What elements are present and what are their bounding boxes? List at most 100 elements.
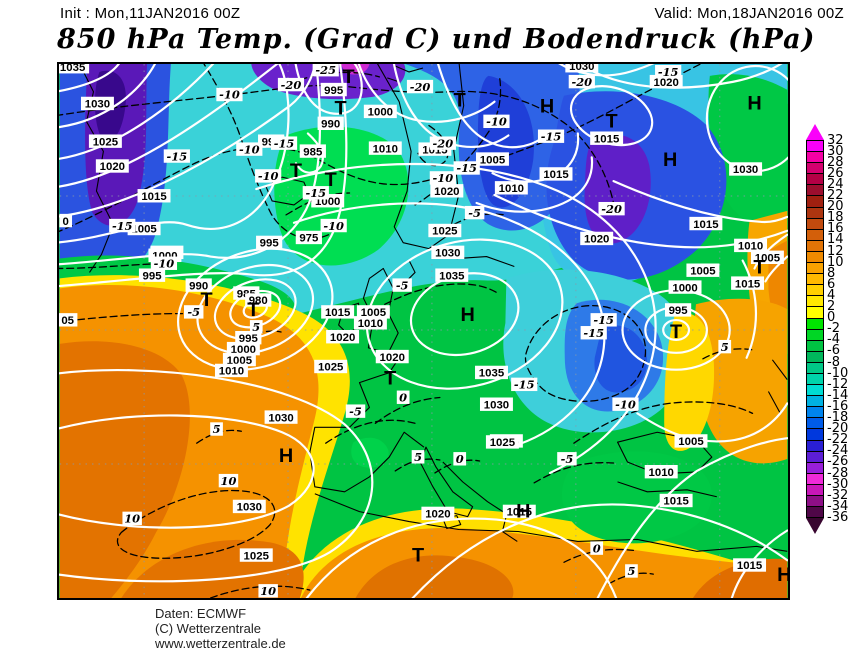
pressure-label: 1015 xyxy=(733,558,767,572)
colorbar-tick: 8 xyxy=(827,265,836,281)
colorbar-cell xyxy=(806,229,824,241)
colorbar-cell xyxy=(806,440,824,452)
svg-text:1035: 1035 xyxy=(439,270,465,282)
svg-text:1025: 1025 xyxy=(318,362,344,374)
colorbar-tick: 26 xyxy=(827,165,844,181)
svg-text:1020: 1020 xyxy=(425,509,450,521)
temp-label: 5 xyxy=(625,564,638,578)
svg-text:-25: -25 xyxy=(315,64,336,77)
pressure-label: 1020 xyxy=(580,231,614,246)
colorbar-cell xyxy=(806,462,824,474)
pressure-label: 1020 xyxy=(421,506,455,521)
high-center-marker: H xyxy=(663,149,677,171)
svg-text:10: 10 xyxy=(124,512,140,526)
colorbar-cell xyxy=(806,251,824,264)
temp-label: -10 xyxy=(612,397,639,411)
pressure-label: 1010 xyxy=(368,141,402,155)
colorbar-tick: -4 xyxy=(827,332,840,348)
temp-label: -20 xyxy=(568,75,595,89)
colorbar-cell xyxy=(806,196,824,208)
pressure-label: 1020 xyxy=(95,159,129,173)
temp-label: 0 xyxy=(590,541,604,555)
svg-text:-15: -15 xyxy=(274,136,295,150)
svg-text:1035: 1035 xyxy=(479,368,505,380)
temp-label: -5 xyxy=(392,278,412,292)
pressure-label: 990 xyxy=(317,116,344,131)
colorbar-tick: 2 xyxy=(827,299,836,314)
svg-text:-15: -15 xyxy=(456,161,477,175)
svg-text:1020: 1020 xyxy=(434,186,459,198)
pressure-label: 1030 xyxy=(479,397,513,411)
temp-label: 10 xyxy=(258,584,278,598)
svg-text:5: 5 xyxy=(627,564,635,578)
svg-text:1015: 1015 xyxy=(325,307,351,319)
colorbar-cell xyxy=(806,507,824,519)
svg-text:0: 0 xyxy=(593,541,601,555)
colorbar-tick: 22 xyxy=(827,188,844,203)
svg-text:-15: -15 xyxy=(593,313,614,327)
svg-text:1010: 1010 xyxy=(738,241,763,253)
colorbar-tick: 6 xyxy=(827,276,836,292)
colorbar: 32 30 28 26 24 22 20 18 16 14 12 10 8 6 4 2 0 -2 -4 -6 -8 -10… xyxy=(806,124,850,544)
svg-text:1020: 1020 xyxy=(330,332,355,344)
svg-text:1010: 1010 xyxy=(373,143,398,155)
pressure-label: 995 xyxy=(664,303,692,317)
pressure-label: 1005 xyxy=(686,263,720,277)
colorbar-tick: -30 xyxy=(827,476,849,492)
pressure-label: 975 xyxy=(295,230,322,245)
svg-text:1010: 1010 xyxy=(499,183,524,195)
temp-label: -10 xyxy=(216,88,243,102)
svg-text:1015: 1015 xyxy=(507,507,533,519)
temp-label: 5 xyxy=(210,422,223,436)
colorbar-tick: 24 xyxy=(827,176,844,192)
temp-label: -15 xyxy=(580,326,607,340)
svg-text:-20: -20 xyxy=(281,78,302,92)
temp-label: 5 xyxy=(411,450,425,464)
svg-text:1030: 1030 xyxy=(484,399,509,411)
temp-label: -15 xyxy=(655,65,682,79)
colorbar-cell xyxy=(806,351,824,363)
website-label: www.wetterzentrale.de xyxy=(155,636,286,651)
colorbar-cell xyxy=(806,340,824,352)
attribution: Daten: ECMWF (C) Wetterzentrale www.wett… xyxy=(155,606,286,651)
temp-label: -5 xyxy=(183,305,204,319)
svg-text:1020: 1020 xyxy=(653,77,678,89)
svg-text:1005: 1005 xyxy=(678,436,704,448)
colorbar-cell xyxy=(806,429,824,441)
svg-text:0: 0 xyxy=(63,216,69,228)
colorbar-cell xyxy=(806,163,824,175)
colorbar-cell xyxy=(806,496,824,508)
pressure-label: 1005 xyxy=(750,250,784,265)
svg-text:-20: -20 xyxy=(433,136,454,150)
colorbar-tick: -18 xyxy=(827,410,849,425)
pressure-label: 995 xyxy=(320,82,347,97)
svg-text:1030: 1030 xyxy=(733,164,758,176)
svg-text:-5: -5 xyxy=(561,452,574,466)
svg-text:-20: -20 xyxy=(572,75,593,89)
temp-label: -15 xyxy=(590,313,617,327)
colorbar-tick: 0 xyxy=(827,310,836,326)
colorbar-cell xyxy=(806,373,824,386)
colorbar-tick: -34 xyxy=(827,498,849,514)
svg-text:-20: -20 xyxy=(410,80,431,94)
pressure-label: 1030 xyxy=(232,499,266,514)
svg-text:-15: -15 xyxy=(658,65,679,79)
svg-text:1005: 1005 xyxy=(131,224,157,236)
colorbar-tick: -28 xyxy=(827,465,849,481)
high-center-marker: H xyxy=(279,445,293,467)
pressure-label: 1015 xyxy=(321,305,355,319)
pressure-label: 1005 xyxy=(476,152,509,166)
svg-text:1015: 1015 xyxy=(663,496,689,508)
colorbar-bar xyxy=(806,124,824,535)
svg-text:1025: 1025 xyxy=(432,226,458,238)
svg-text:995: 995 xyxy=(324,85,344,97)
low-center-marker: T xyxy=(670,321,682,343)
temperature-contours xyxy=(59,64,754,598)
svg-text:-20: -20 xyxy=(601,202,622,216)
pressure-label: 1015 xyxy=(659,493,693,508)
svg-text:1025: 1025 xyxy=(93,136,119,148)
svg-text:1020: 1020 xyxy=(380,352,405,364)
low-center-marker: T xyxy=(412,544,424,566)
svg-text:1015: 1015 xyxy=(737,560,763,572)
